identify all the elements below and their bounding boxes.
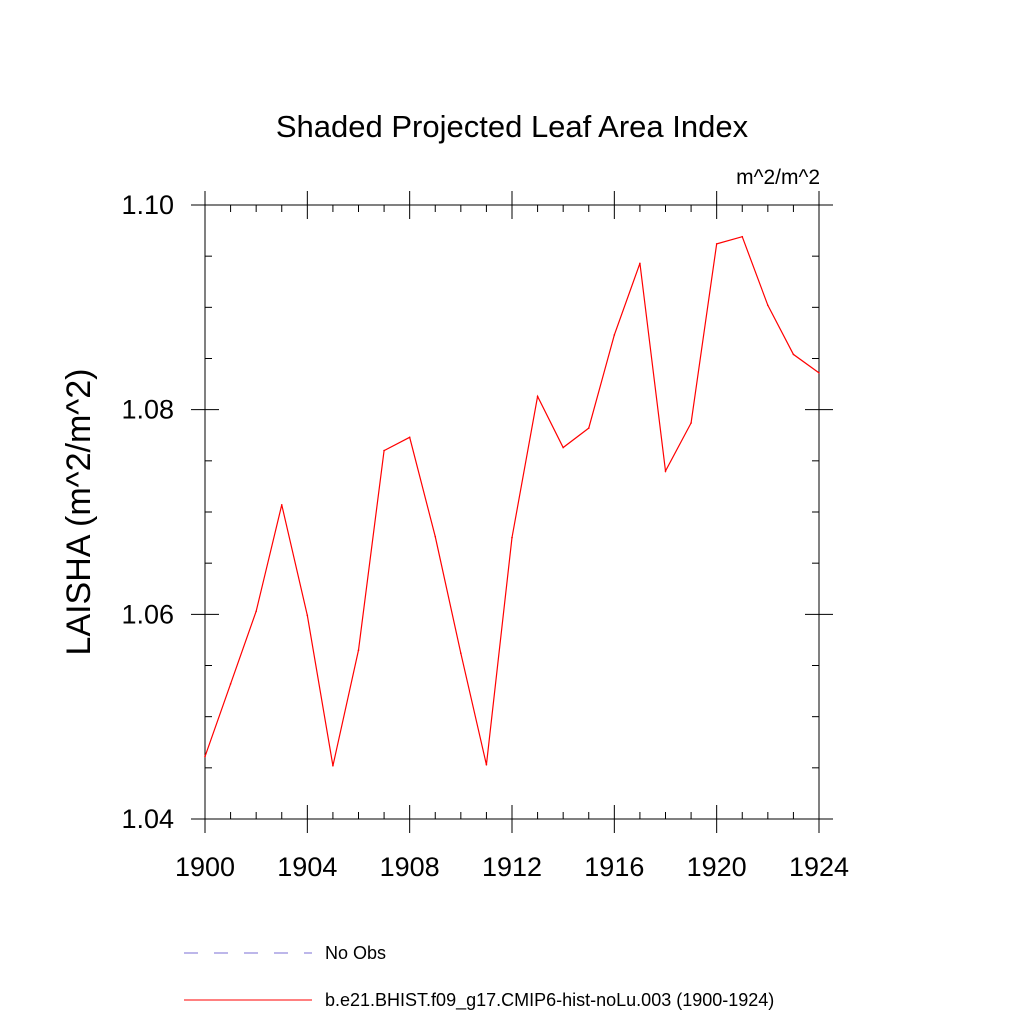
data-point bbox=[741, 235, 744, 238]
data-point bbox=[690, 422, 692, 424]
y-tick-label: 1.10 bbox=[121, 190, 174, 220]
legend-label: No Obs bbox=[325, 943, 386, 963]
legend: No Obs b.e21.BHIST.f09_g17.CMIP6-hist-noL… bbox=[184, 943, 774, 1011]
data-point bbox=[408, 436, 411, 439]
y-tick-label: 1.08 bbox=[121, 395, 174, 425]
data-point bbox=[664, 470, 667, 472]
plot-frame bbox=[204, 204, 820, 820]
x-tick-label: 1904 bbox=[277, 852, 337, 882]
data-point bbox=[792, 353, 795, 356]
y-tick-label: 1.04 bbox=[121, 804, 174, 834]
x-tick-label: 1900 bbox=[175, 852, 235, 882]
data-point bbox=[229, 683, 232, 685]
x-tick-label: 1920 bbox=[687, 852, 747, 882]
data-point bbox=[255, 610, 257, 613]
data-point bbox=[511, 536, 513, 539]
series-line bbox=[204, 235, 820, 766]
data-point bbox=[639, 262, 641, 265]
series-layer bbox=[204, 235, 820, 767]
data-point bbox=[536, 395, 539, 398]
data-point bbox=[383, 449, 385, 452]
x-tick-label: 1916 bbox=[584, 852, 644, 882]
data-point bbox=[767, 304, 769, 307]
data-point bbox=[562, 446, 564, 449]
data-point bbox=[204, 755, 206, 758]
axis-tick-labels: 1900 1904 1908 1912 1916 1920 1924 1.04 1.06 1.08… bbox=[121, 190, 849, 882]
y-axis-label: LAISHA (m^2/m^2) bbox=[60, 369, 98, 656]
units-label: m^2/m^2 bbox=[736, 166, 820, 189]
data-point bbox=[613, 334, 616, 336]
chart-title: Shaded Projected Leaf Area Index bbox=[276, 109, 749, 144]
data-point bbox=[818, 372, 820, 374]
data-point bbox=[485, 763, 488, 766]
x-tick-label: 1908 bbox=[380, 852, 440, 882]
axis-ticks bbox=[191, 191, 833, 833]
x-tick-label: 1912 bbox=[482, 852, 542, 882]
data-point bbox=[587, 427, 590, 429]
x-tick-label: 1924 bbox=[789, 852, 849, 882]
data-point bbox=[332, 764, 334, 767]
data-point bbox=[715, 243, 718, 245]
data-point bbox=[306, 614, 309, 617]
data-point bbox=[280, 504, 283, 506]
data-point bbox=[434, 535, 437, 538]
data-point bbox=[357, 649, 360, 651]
legend-label: b.e21.BHIST.f09_g17.CMIP6-hist-noLu.003 … bbox=[325, 990, 774, 1011]
data-point bbox=[460, 652, 462, 655]
y-tick-label: 1.06 bbox=[121, 599, 174, 629]
